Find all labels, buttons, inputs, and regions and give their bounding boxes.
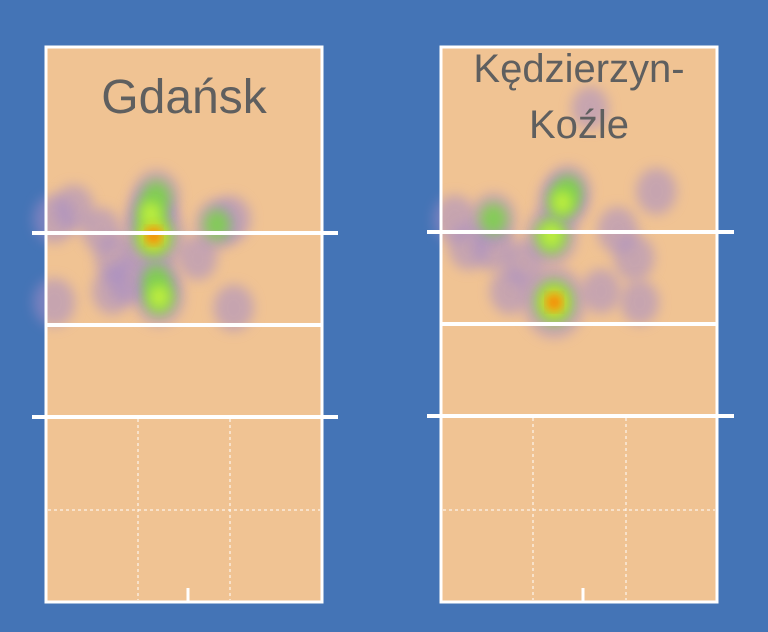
- heat-spot: [620, 279, 660, 325]
- heat-spot: [203, 209, 231, 241]
- heat-spot: [140, 201, 162, 226]
- heat-spot: [581, 268, 621, 314]
- heat-spot: [107, 255, 150, 305]
- heat-spot: [213, 284, 254, 332]
- heat-spot: [448, 223, 489, 271]
- heat-spot: [540, 223, 563, 249]
- court-title-line: Kędzierzyn-: [473, 47, 684, 91]
- heat-spot: [148, 284, 170, 309]
- court-lines: [427, 45, 734, 604]
- heat-spot: [33, 194, 76, 244]
- heat-spot: [549, 296, 560, 308]
- court-gdansk: Gdańsk: [32, 45, 338, 604]
- court-title-line: Koźle: [529, 103, 629, 147]
- court-title-line: Gdańsk: [101, 71, 267, 124]
- heat-spot: [613, 234, 655, 282]
- heat-spot: [479, 203, 508, 236]
- court-lines: [32, 45, 338, 604]
- heat-spot: [571, 86, 609, 130]
- heat-spot: [636, 168, 677, 215]
- heat-spot: [178, 235, 218, 281]
- court-kedzierzyn-kozle: Kędzierzyn- Koźle: [427, 45, 734, 604]
- heat-spot: [81, 207, 121, 253]
- heat-spot: [33, 278, 76, 327]
- heat-layer: [433, 86, 677, 339]
- heat-spot: [503, 240, 545, 287]
- heat-spot: [552, 190, 573, 215]
